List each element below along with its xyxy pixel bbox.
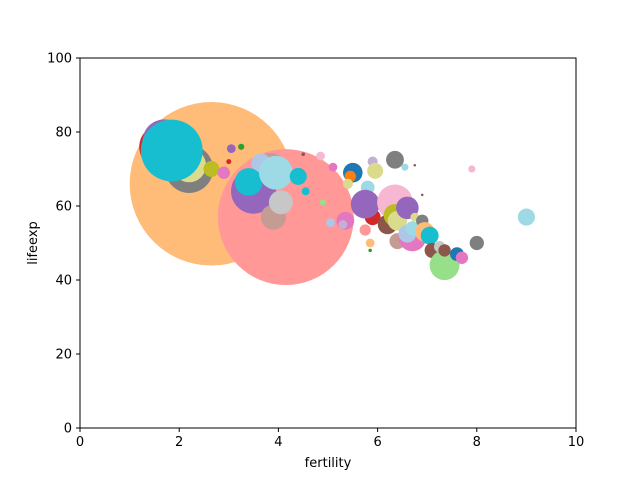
bubble-point-64	[469, 235, 484, 251]
bubble-point-15	[234, 168, 263, 196]
y-tick-label-3: 60	[55, 200, 72, 215]
x-axis-ticks: 0 2 4 6 8 10	[76, 428, 584, 450]
bubble-point-22	[316, 151, 325, 161]
y-axis-label: lifeexp	[26, 221, 41, 265]
bubble-point-23	[328, 162, 338, 172]
bubble-point-19	[289, 167, 307, 185]
bubble-point-39	[367, 162, 384, 179]
x-tick-label-0: 0	[76, 435, 84, 450]
bubble-point-11	[226, 159, 232, 165]
bubble-point-28	[326, 218, 335, 228]
y-tick-label-4: 80	[55, 126, 72, 141]
bubble-point-62	[455, 251, 469, 264]
x-tick-label-1: 2	[175, 435, 183, 450]
bubble-point-33	[359, 224, 371, 236]
x-tick-label-3: 6	[373, 435, 381, 450]
y-tick-label-2: 40	[55, 274, 72, 289]
bubble-point-21	[301, 152, 305, 156]
y-tick-label-5: 100	[47, 52, 72, 67]
bubble-point-6	[140, 119, 203, 182]
x-tick-label-2: 4	[274, 435, 282, 450]
bubble-point-20	[301, 187, 310, 196]
bubble-point-10	[238, 143, 245, 150]
bubble-point-56	[420, 226, 439, 245]
bubble-point-37	[350, 189, 380, 219]
bubble-point-48	[401, 163, 409, 171]
bubble-point-63	[468, 165, 476, 173]
bubble-point-34	[365, 238, 375, 248]
x-tick-label-4: 8	[473, 435, 481, 450]
bubble-point-9	[226, 144, 236, 154]
bubble-point-7	[203, 161, 220, 177]
bubble-point-35	[368, 248, 372, 253]
y-axis-ticks: 0 20 40 60 80 100	[47, 52, 80, 437]
bubble-point-30	[338, 220, 348, 229]
bubble-point-27	[342, 178, 353, 189]
bubble-point-24	[319, 199, 327, 206]
y-tick-label-1: 20	[55, 348, 72, 363]
x-tick-label-5: 10	[568, 435, 585, 450]
bubble-point-54	[420, 193, 424, 197]
axes-frame	[79, 57, 577, 429]
bubble-point-18	[258, 155, 293, 190]
x-axis-label: fertility	[305, 456, 352, 471]
bubble-point-17	[268, 190, 293, 215]
bubble-point-8	[217, 166, 231, 179]
bubble-point-52	[413, 164, 417, 167]
bubble-point-60	[438, 244, 451, 257]
bubble-point-65	[517, 208, 535, 226]
bubble-point-40	[386, 150, 404, 169]
bubble-layer	[129, 102, 535, 286]
y-tick-label-0: 0	[64, 422, 72, 437]
